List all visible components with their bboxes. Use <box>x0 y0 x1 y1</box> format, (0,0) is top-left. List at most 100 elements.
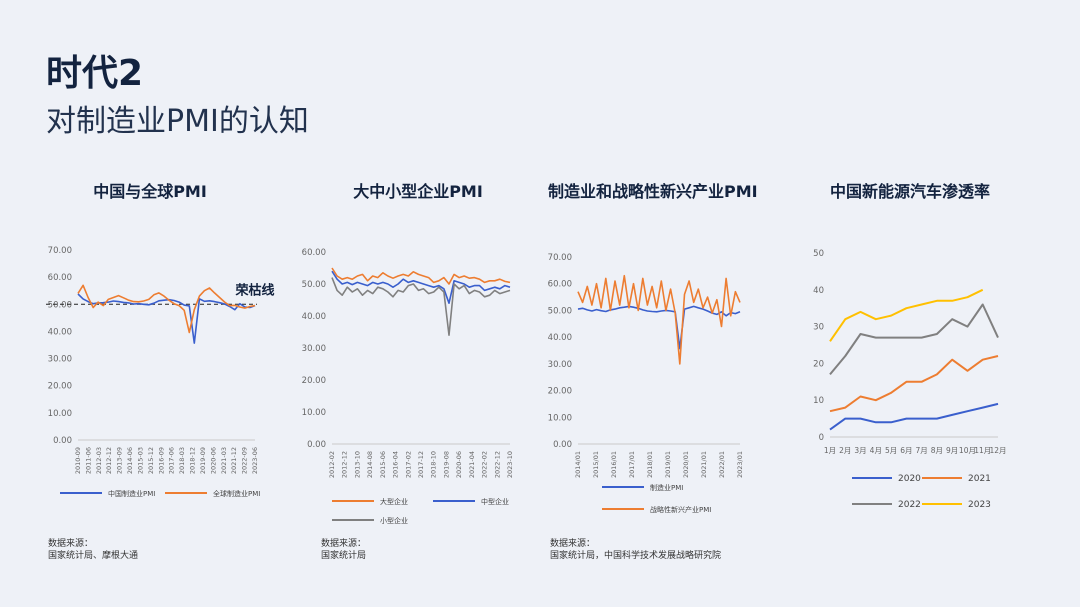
x-tick-label: 2020/01 <box>682 451 690 478</box>
y-tick-label: 60.00 <box>302 248 326 258</box>
y-tick-label: 0 <box>819 433 824 443</box>
x-tick-label: 2019-08 <box>442 451 450 478</box>
source-note: 数据来源： 国家统计局 <box>321 538 366 562</box>
source-text: 国家统计局、摩根大通 <box>48 551 139 561</box>
x-tick-label: 2021-03 <box>220 447 228 474</box>
x-tick-label: 2015-03 <box>136 447 144 474</box>
legend-label: 中国制造业PMI <box>108 489 155 498</box>
panel-strategic-industry-pmi: 制造业和战略性新兴产业PMI 0.00 10.00 20.00 30.00 40.00 5… <box>530 170 790 570</box>
x-tick-label: 2023-10 <box>506 451 514 478</box>
x-tick-label: 2016-09 <box>157 447 165 474</box>
page-title: 时代2 <box>46 53 144 94</box>
y-tick-label: 20.00 <box>548 387 572 397</box>
x-tick-label: 6月 <box>900 446 912 455</box>
y-tick-label: 20.00 <box>48 382 72 392</box>
y-tick-label: 20 <box>813 359 824 369</box>
x-tick-label: 2018/01 <box>646 451 654 478</box>
x-tick-label: 2021/01 <box>700 451 708 478</box>
x-tick-label: 2022/01 <box>718 451 726 478</box>
legend-label: 战略性新兴产业PMI <box>650 505 711 514</box>
x-tick-label: 2013-09 <box>116 447 124 474</box>
legend-label: 小型企业 <box>380 516 408 525</box>
x-tick-label: 2016-04 <box>392 451 400 478</box>
x-tick-label: 10月 <box>959 446 976 455</box>
y-tick-label: 20.00 <box>302 376 326 386</box>
x-tick-label: 2016/01 <box>610 451 618 478</box>
x-tick-label: 2月 <box>839 446 851 455</box>
series-line-2021 <box>829 355 999 413</box>
chart-title: 制造业和战略性新兴产业PMI <box>548 182 758 201</box>
y-tick-label: 50.00 <box>48 300 72 310</box>
x-tick-label: 12月 <box>989 446 1006 455</box>
x-tick-label: 2018-03 <box>178 447 186 474</box>
chart-title: 中国与全球PMI <box>93 182 207 201</box>
panel-nev-penetration: 中国新能源汽车渗透率 0 10 20 30 40 50 1月 2月 3月 4月 5月 6月 7月 8月 9月… <box>790 170 1050 570</box>
y-tick-label: 30.00 <box>548 360 572 370</box>
y-tick-label: 40.00 <box>48 327 72 337</box>
x-tick-label: 2015/01 <box>592 451 600 478</box>
y-tick-label: 30.00 <box>302 344 326 354</box>
series-line-小型企业 <box>331 277 511 336</box>
x-tick-label: 2012-12 <box>341 451 349 478</box>
legend-label: 2021 <box>968 474 991 484</box>
x-tick-label: 2021-12 <box>230 447 238 474</box>
source-note: 数据来源： 国家统计局，中国科学技术发展战略研究院 <box>550 538 721 562</box>
legend-label: 制造业PMI <box>650 483 683 492</box>
series-line-大型企业 <box>331 267 511 285</box>
y-tick-label: 50.00 <box>548 306 572 316</box>
x-tick-label: 2022-02 <box>481 451 489 478</box>
x-tick-label: 2020-06 <box>455 451 463 478</box>
y-tick-label: 0.00 <box>553 440 572 450</box>
x-tick-label: 2014/01 <box>574 451 582 478</box>
x-tick-label: 2011-06 <box>84 447 92 474</box>
source-label: 数据来源： <box>321 539 367 549</box>
x-tick-label: 2018-12 <box>189 447 197 474</box>
y-tick-label: 0.00 <box>53 436 72 446</box>
x-tick-label: 2012-12 <box>105 447 113 474</box>
x-tick-label: 11月 <box>974 446 991 455</box>
series-line-全球制造业PMI <box>77 284 256 334</box>
series-line-中型企业 <box>331 270 511 304</box>
y-tick-label: 10 <box>813 396 824 406</box>
x-tick-label: 1月 <box>824 446 836 455</box>
x-tick-label: 2017/01 <box>628 451 636 478</box>
chart-title: 大中小型企业PMI <box>353 182 483 201</box>
legend-label: 2022 <box>898 500 921 510</box>
y-tick-label: 30 <box>813 323 824 333</box>
y-tick-label: 10.00 <box>548 413 572 423</box>
chart-china-global-pmi: 0.00 10.00 20.00 30.00 40.00 50.00 60.00 70.00 2… <box>46 246 275 498</box>
y-tick-label: 50.00 <box>302 280 326 290</box>
y-tick-label: 70.00 <box>48 246 72 256</box>
x-tick-label: 7月 <box>915 446 927 455</box>
source-text: 国家统计局，中国科学技术发展战略研究院 <box>550 551 722 561</box>
x-tick-label: 2019-09 <box>199 447 207 474</box>
x-tick-label: 2017-02 <box>404 451 412 478</box>
y-tick-label: 40.00 <box>302 312 326 322</box>
x-tick-label: 2013-10 <box>353 451 361 478</box>
x-tick-label: 2012-03 <box>95 447 103 474</box>
x-tick-label: 2021-04 <box>468 451 476 478</box>
x-tick-label: 9月 <box>946 446 958 455</box>
x-tick-label: 2017-06 <box>168 447 176 474</box>
x-tick-label: 2018-10 <box>430 451 438 478</box>
x-tick-label: 3月 <box>854 446 866 455</box>
x-tick-label: 8月 <box>931 446 943 455</box>
x-tick-label: 4月 <box>870 446 882 455</box>
x-tick-label: 2022-09 <box>241 447 249 474</box>
chart-strategic-industry-pmi: 0.00 10.00 20.00 30.00 40.00 50.00 60.00 70.00 2… <box>548 253 744 514</box>
y-tick-label: 10.00 <box>302 408 326 418</box>
y-tick-label: 40 <box>813 286 824 296</box>
x-tick-label: 2012-02 <box>328 451 336 478</box>
x-tick-label: 2015-12 <box>147 447 155 474</box>
x-tick-label: 2014-06 <box>126 447 134 474</box>
x-tick-label: 5月 <box>885 446 897 455</box>
x-tick-label: 2019/01 <box>664 451 672 478</box>
legend-label: 2020 <box>898 474 921 484</box>
y-tick-label: 60.00 <box>548 280 572 290</box>
series-line-战略性新兴产业PMI <box>577 274 741 365</box>
series-line-制造业PMI <box>577 305 741 350</box>
x-tick-label: 2022-12 <box>493 451 501 478</box>
source-note: 数据来源： 国家统计局、摩根大通 <box>48 538 138 562</box>
series-line-2020 <box>829 402 999 431</box>
